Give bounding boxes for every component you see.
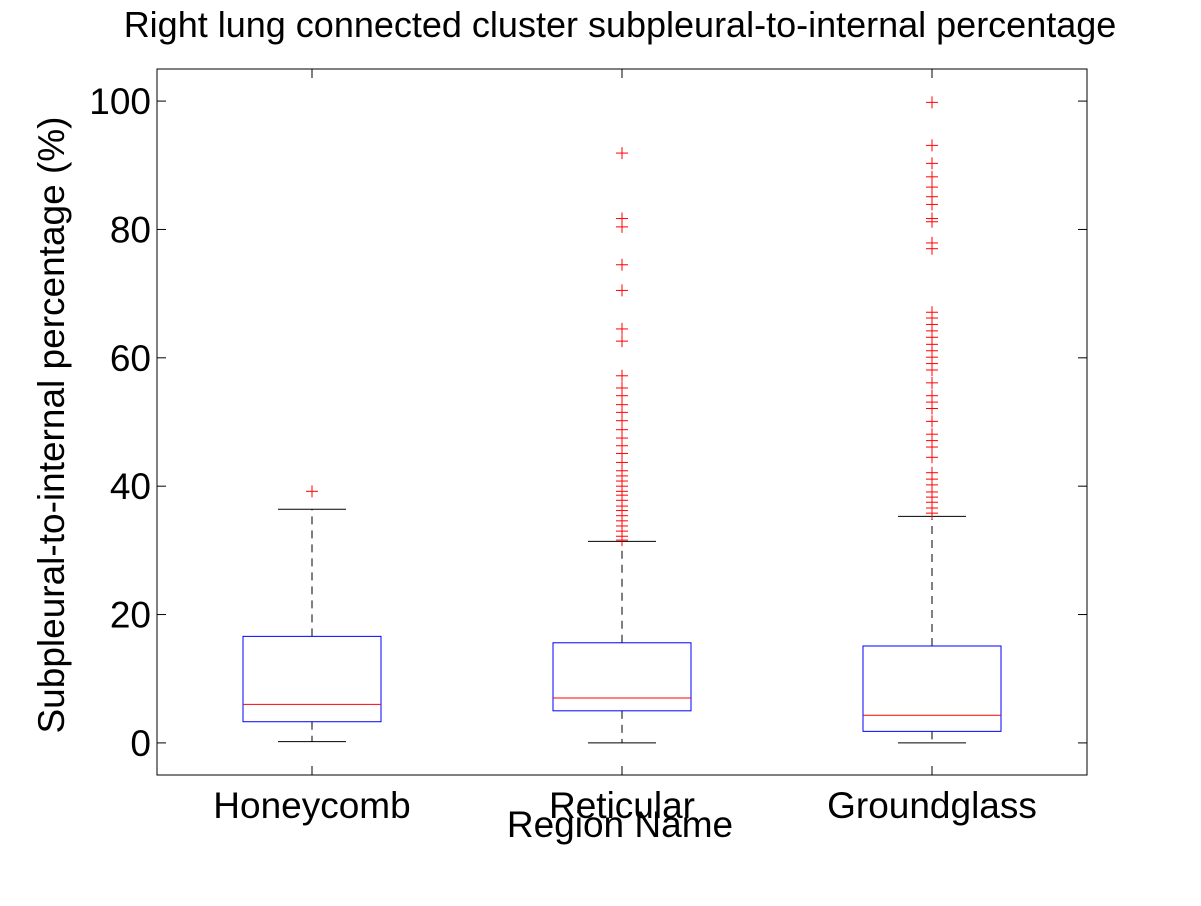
- y-axis: 0 20 40 60 80 100: [89, 81, 1087, 764]
- outlier-marker: [306, 485, 318, 498]
- outlier-marker: [616, 220, 628, 233]
- outlier-marker: [926, 415, 938, 428]
- boxes-group: [242, 96, 1002, 744]
- iqr-box: [242, 635, 382, 723]
- chart-title: Right lung connected cluster subpleural-…: [124, 4, 1117, 45]
- outlier-marker: [926, 402, 938, 415]
- outlier-marker: [616, 147, 628, 160]
- outlier-marker: [926, 376, 938, 389]
- outlier-marker: [616, 258, 628, 271]
- outlier-marker: [616, 534, 628, 547]
- outlier-marker: [926, 139, 938, 152]
- outlier-marker: [926, 170, 938, 183]
- outlier-marker: [926, 364, 938, 377]
- box-groundglass: [862, 96, 1002, 744]
- outlier-marker: [926, 215, 938, 228]
- y-tick-label: 100: [89, 81, 151, 122]
- x-tick-label: Reticular: [549, 785, 695, 826]
- outlier-marker: [616, 369, 628, 382]
- outlier-marker: [616, 335, 628, 348]
- iqr-box: [862, 645, 1002, 732]
- x-tick-label: Honeycomb: [213, 785, 410, 826]
- y-tick-label: 60: [110, 338, 151, 379]
- outlier-marker: [926, 198, 938, 211]
- y-axis-label: Subpleural-to-internal percentage (%): [31, 116, 72, 733]
- box-reticular: [552, 147, 692, 744]
- outlier-marker: [926, 157, 938, 170]
- y-tick-label: 80: [110, 209, 151, 250]
- x-tick-label: Groundglass: [827, 785, 1037, 826]
- box-honeycomb: [242, 485, 382, 743]
- outlier-marker: [616, 284, 628, 297]
- x-axis: Honeycomb Reticular Groundglass: [213, 69, 1037, 826]
- outlier-marker: [926, 242, 938, 255]
- y-tick-label: 0: [130, 723, 151, 764]
- outlier-marker: [926, 451, 938, 464]
- iqr-box: [552, 642, 692, 712]
- outlier-marker: [926, 441, 938, 454]
- outlier-marker: [616, 322, 628, 335]
- y-tick-label: 20: [110, 595, 151, 636]
- outlier-marker: [926, 507, 938, 520]
- x-axis-label: Region Name: [507, 804, 733, 845]
- y-tick-label: 40: [110, 466, 151, 507]
- outlier-marker: [926, 96, 938, 109]
